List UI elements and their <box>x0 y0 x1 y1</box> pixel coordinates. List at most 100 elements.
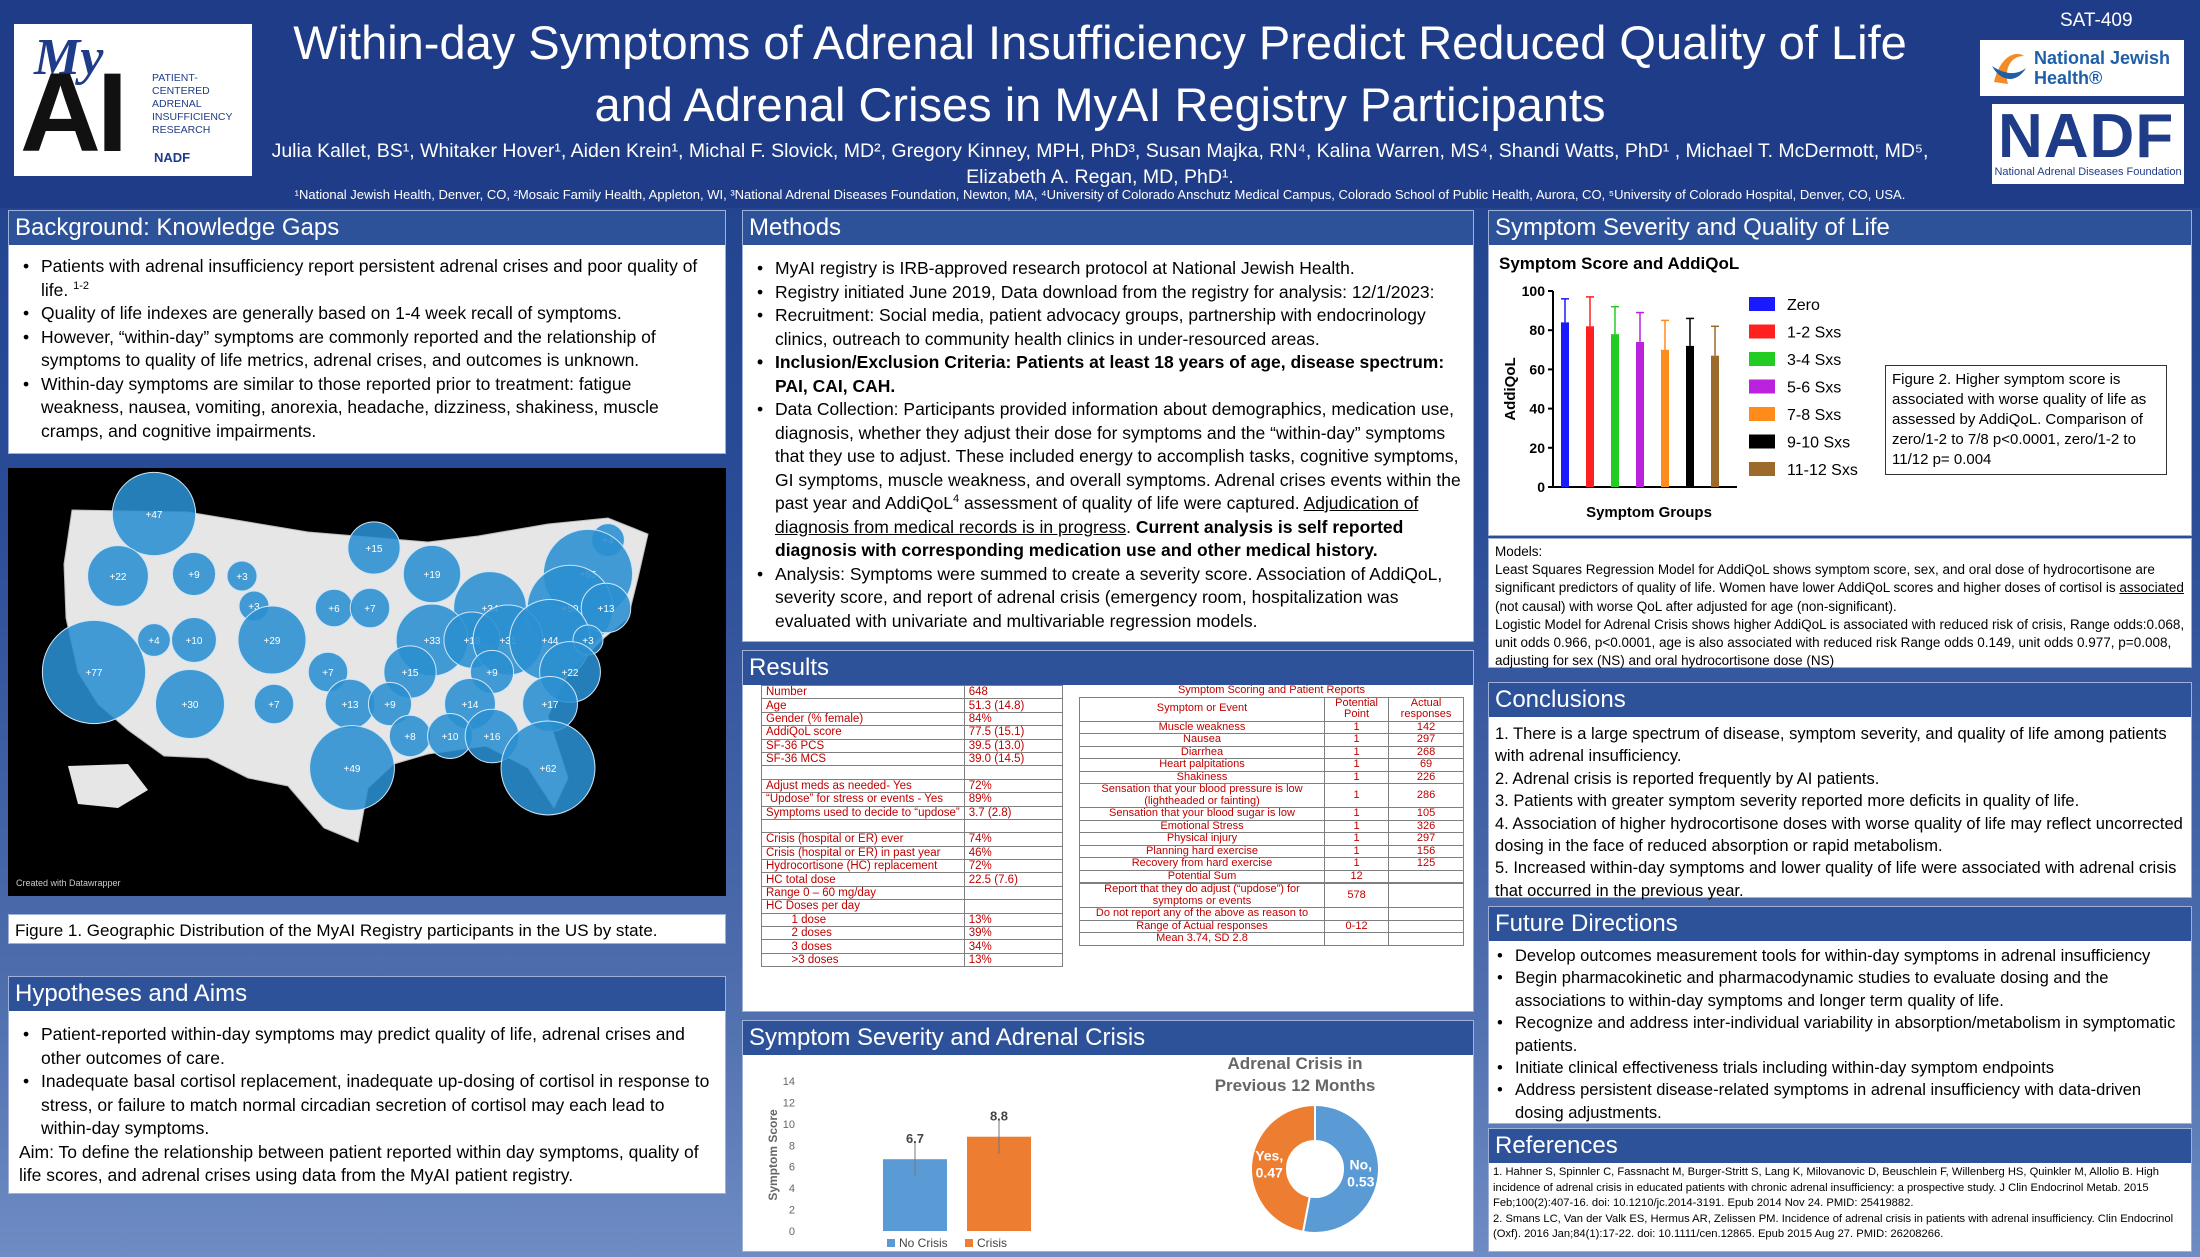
state-bubble: +10 <box>427 713 473 759</box>
svg-text:+9: +9 <box>384 700 396 711</box>
symptom-row: Report that they do adjust (“updose”) fo… <box>1079 883 1464 908</box>
symptom-header-row: Symptom or Event Potential Point Actual re… <box>1079 696 1464 722</box>
state-bubble: +62 <box>500 720 596 816</box>
demographics-row <box>761 765 1064 780</box>
bar-value-label: 6.7 <box>906 1131 924 1146</box>
symptom-row: Sensation that your blood sugar is low 1 1… <box>1079 807 1464 821</box>
references-panel: References 1. Hahner S, Spinnler C, Fass… <box>1488 1128 2192 1252</box>
svg-text:+49: +49 <box>344 764 361 775</box>
y-axis-label: AddiQoL <box>1502 357 1519 420</box>
state-bubble: +47 <box>111 471 197 557</box>
future-item: Address persistent disease-related sympt… <box>1493 1079 2187 1124</box>
y-tick-label: 0 <box>789 1226 795 1238</box>
svg-text:+10: +10 <box>442 732 459 743</box>
methods-panel: Methods MyAI registry is IRB-approved re… <box>742 210 1474 642</box>
methods-bullet: Inclusion/Exclusion Criteria: Patients a… <box>753 351 1463 398</box>
affiliations: ¹National Jewish Health, Denver, CO, ²Mo… <box>294 187 1906 202</box>
demographics-row <box>761 818 1064 834</box>
bar <box>1586 326 1594 487</box>
qol-chart: Symptom Score and AddiQoL 0 20 40 60 80 100 Add… <box>1489 245 1865 535</box>
symptom-row: Range of Actual responses 0-12 <box>1079 919 1464 933</box>
svg-text:+8: +8 <box>404 732 416 743</box>
hypothesis-bullet: Inadequate basal cortisol replacement, i… <box>19 1070 715 1141</box>
svg-text:+7: +7 <box>268 700 280 711</box>
legend-swatch <box>1749 434 1775 449</box>
y-tick-label: 40 <box>1529 401 1545 417</box>
conclusion-item: 1. There is a large spectrum of disease,… <box>1495 725 2167 766</box>
bar <box>1611 334 1619 487</box>
state-bubble: +7 <box>349 587 391 629</box>
svg-text:+3: +3 <box>236 572 248 583</box>
section-heading: Methods <box>743 211 1473 245</box>
methods-bullet: MyAI registry is IRB-approved research p… <box>753 257 1463 281</box>
state-bubble: +49 <box>309 725 395 811</box>
pie-label: 0.47 <box>1256 1165 1283 1181</box>
alaska <box>68 764 148 808</box>
legend-label: 7-8 Sxs <box>1787 407 1841 424</box>
background-bullet: Patients with adrenal insufficiency repo… <box>19 255 715 302</box>
state-bubble: +15 <box>347 521 401 575</box>
symptom-row: Nausea 1 297 <box>1079 733 1464 747</box>
results-panel: Results Number 648 Age 51.3 (14.8) Gender (%… <box>742 650 1474 1012</box>
svg-text:+19: +19 <box>424 570 441 581</box>
demographics-row: SF-36 PCS 39.5 (13.0) <box>761 738 1064 753</box>
demographics-row: Crisis (hospital or ER) in past year 46% <box>761 845 1064 861</box>
y-tick-label: 12 <box>783 1097 795 1109</box>
svg-text:+3: +3 <box>582 636 594 647</box>
demographics-row: Gender (% female) 84% <box>761 711 1064 727</box>
myai-logo: My AI PATIENT- CENTERED ADRENAL INSUFFICIEN… <box>14 24 252 176</box>
background-bullet: Within-day symptoms are similar to those… <box>19 373 715 444</box>
legend-swatch <box>1749 352 1775 366</box>
hypothesis-bullet: Patient-reported within-day symptoms may… <box>19 1023 715 1070</box>
y-tick-label: 14 <box>783 1076 795 1088</box>
demographics-row: Number 648 <box>761 684 1064 700</box>
legend-swatch <box>1749 297 1775 311</box>
pie-title: Adrenal Crisis in <box>1227 1055 1362 1073</box>
future-item: Begin pharmacokinetic and pharmacodynami… <box>1493 967 2187 1012</box>
section-heading: Background: Knowledge Gaps <box>9 211 725 245</box>
svg-text:+77: +77 <box>86 668 103 679</box>
future-panel: Future Directions Develop outcomes measu… <box>1488 906 2192 1124</box>
future-item: Recognize and address inter-individual v… <box>1493 1012 2187 1057</box>
legend-swatch <box>1749 462 1775 476</box>
svg-text:+33: +33 <box>424 636 441 647</box>
crisis-charts: 0 2 4 6 8 10 12 14 Symptom Score 6.7 8.8 No Crisis C… <box>766 1055 1380 1250</box>
section-heading: Conclusions <box>1489 683 2191 717</box>
demographics-row: 2 doses 39% <box>761 926 1064 941</box>
svg-text:+22: +22 <box>562 668 579 679</box>
bar-value-label: 8.8 <box>990 1109 1008 1124</box>
demographics-row: >3 doses 13% <box>761 952 1064 968</box>
symptom-row: Muscle weakness 1 142 <box>1079 720 1464 734</box>
svg-text:+3: +3 <box>248 602 260 613</box>
pie-label: 0.53 <box>1347 1173 1374 1189</box>
svg-text:+62: +62 <box>540 764 557 775</box>
legend-label: 3-4 Sxs <box>1787 352 1841 369</box>
bar <box>1661 349 1669 487</box>
demographics-row: Hydrocortisone (HC) replacement 72% <box>761 859 1064 874</box>
author-list: Julia Kallet, BS¹, Whitaker Hover¹, Aide… <box>271 140 1929 188</box>
svg-text:+9: +9 <box>188 570 200 581</box>
state-bubble: +6 <box>314 588 354 628</box>
legend-swatch <box>1749 407 1775 421</box>
reference-item: 1. Hahner S, Spinnler C, Fassnacht M, Bu… <box>1493 1166 2159 1209</box>
svg-text:+4: +4 <box>148 636 160 647</box>
symptom-row: Potential Sum 12 <box>1079 869 1464 883</box>
legend-swatch <box>887 1239 895 1247</box>
svg-text:+31: +31 <box>500 636 517 647</box>
poster-header <box>0 0 2200 208</box>
legend-label: 11-12 Sxs <box>1787 462 1858 479</box>
svg-text:+15: +15 <box>402 668 419 679</box>
future-item: Initiate clinical effectiveness trials i… <box>1493 1057 2187 1080</box>
figure2-caption: Figure 2. Higher symptom score is associ… <box>1885 365 2167 475</box>
svg-text:+13: +13 <box>598 604 615 615</box>
demographics-row: SF-36 MCS 39.0 (14.5) <box>761 751 1064 767</box>
methods-bullet: Data Collection: Participants provided i… <box>753 398 1463 563</box>
state-bubble: +17 <box>522 676 578 732</box>
symptom-row: Diarrhea 1 268 <box>1079 745 1464 759</box>
bar <box>1561 322 1569 487</box>
symptom-row: Planning hard exercise 1 156 <box>1079 844 1464 858</box>
symptom-scoring-table: Symptom Scoring and Patient Reports Sympt… <box>1079 684 1464 946</box>
state-bubble: +8 <box>388 714 432 758</box>
section-heading: Symptom Severity and Quality of Life <box>1489 211 2191 245</box>
svg-text:+13: +13 <box>342 700 359 711</box>
